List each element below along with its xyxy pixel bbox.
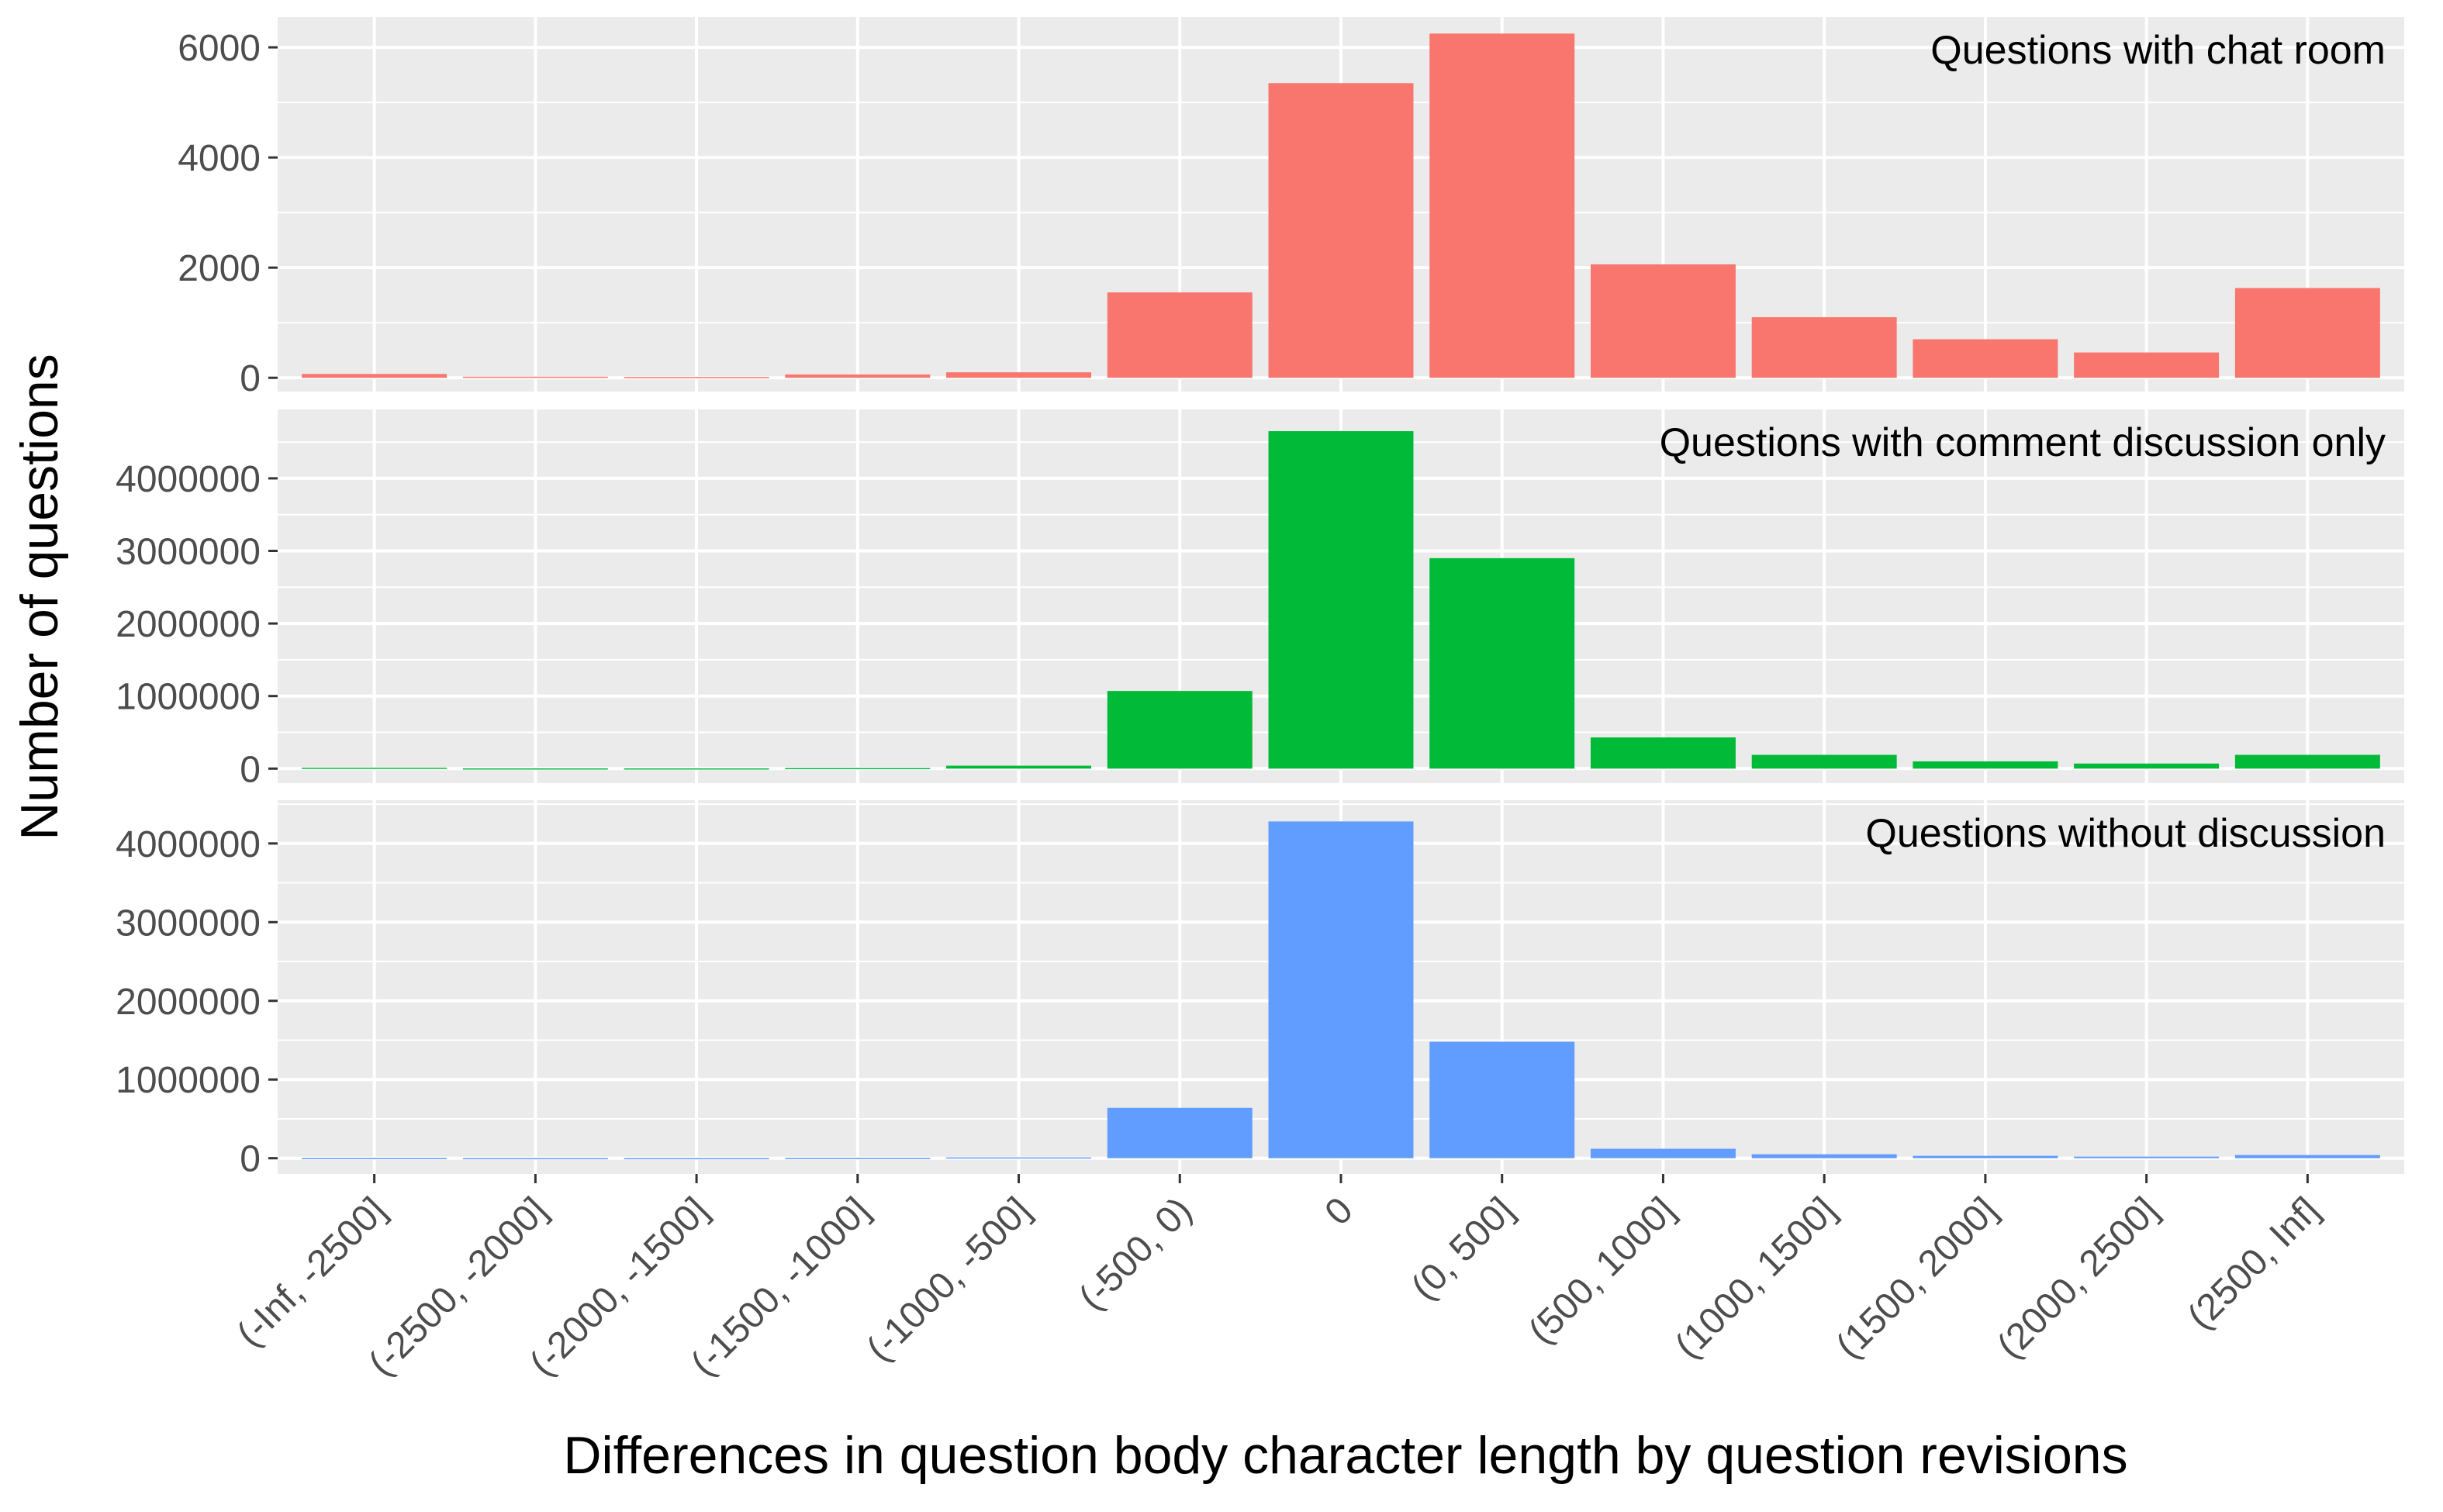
bar <box>1107 292 1253 378</box>
bar <box>2234 1155 2380 1158</box>
bar <box>302 374 447 378</box>
y-tick-label: 4000000 <box>116 824 261 865</box>
bar <box>1913 761 2058 769</box>
bar <box>1913 1155 2058 1158</box>
bar <box>462 768 608 770</box>
bar <box>1268 821 1414 1158</box>
bar <box>624 377 769 378</box>
x-tick-label: (1000, 1500] <box>1667 1189 1844 1366</box>
bar <box>302 768 447 769</box>
bar <box>302 1158 447 1160</box>
y-tick-label: 0 <box>240 749 261 790</box>
x-axis: (-Inf, -2500](-2500, -2000](-2000, -1500… <box>229 1174 2327 1384</box>
bar <box>1268 83 1414 378</box>
bar <box>946 1157 1092 1159</box>
y-tick-label: 1000000 <box>116 1060 261 1101</box>
bar <box>1590 1148 1736 1158</box>
bar <box>2074 763 2220 769</box>
y-tick-label: 1000000 <box>116 677 261 718</box>
y-tick-label: 3000000 <box>116 532 261 573</box>
bar <box>1590 737 1736 769</box>
bar <box>2074 352 2220 378</box>
bar <box>1913 339 2058 378</box>
x-tick-label: (-500, 0) <box>1071 1189 1200 1318</box>
chart-panel: 0 2000 4000 6000 Questions with chat room <box>178 17 2404 399</box>
y-axis-title: Number of questions <box>10 354 69 840</box>
x-tick-label: (0, 500] <box>1404 1189 1522 1308</box>
bar <box>624 768 769 770</box>
y-tick-label: 2000000 <box>116 604 261 645</box>
x-tick-label: (-Inf, -2500] <box>229 1189 394 1355</box>
bar <box>785 1158 931 1159</box>
x-tick-label: (-1000, -500] <box>859 1189 1039 1369</box>
chart-panels: 0 2000 4000 6000 Questions with chat room 0 10… <box>116 17 2404 1180</box>
bar <box>1429 33 1575 378</box>
bar <box>1751 754 1897 769</box>
y-tick-label: 6000 <box>178 28 261 69</box>
bar <box>785 374 931 378</box>
x-tick-label: (500, 1000] <box>1521 1189 1683 1351</box>
bar <box>2234 288 2380 378</box>
x-tick-label: (2500, Inf] <box>2180 1189 2327 1337</box>
bar <box>624 1158 769 1160</box>
y-tick-label: 0 <box>240 1139 261 1180</box>
y-tick-label: 2000000 <box>116 982 261 1023</box>
bar <box>2074 1156 2220 1158</box>
x-tick-label: (2000, 2500] <box>1989 1189 2166 1366</box>
y-tick-label: 0 <box>240 358 261 399</box>
bar <box>2234 754 2380 769</box>
bar <box>462 1158 608 1160</box>
bar <box>946 372 1092 378</box>
bar <box>1107 691 1253 769</box>
y-tick-label: 4000000 <box>116 459 261 500</box>
bar <box>1751 317 1897 378</box>
bar <box>1268 431 1414 769</box>
bar <box>1429 558 1575 769</box>
x-axis-title: Differences in question body character l… <box>563 1426 2127 1485</box>
chart-panel: 0 1000000 2000000 3000000 4000000 Questions w… <box>116 800 2404 1180</box>
x-tick-label: 0 <box>1317 1189 1360 1233</box>
panel-label: Questions with chat room <box>1930 28 2386 73</box>
chart-panel: 0 1000000 2000000 3000000 4000000 Questions w… <box>116 409 2404 790</box>
panel-label: Questions without discussion <box>1865 811 2386 856</box>
bar <box>1107 1107 1253 1158</box>
bar <box>1429 1041 1575 1158</box>
panel-label: Questions with comment discussion only <box>1660 420 2386 465</box>
y-tick-label: 2000 <box>178 248 261 289</box>
y-tick-label: 3000000 <box>116 903 261 944</box>
bar <box>1590 264 1736 378</box>
x-tick-label: (1500, 2000] <box>1829 1189 2006 1366</box>
bar <box>1751 1154 1897 1158</box>
y-tick-label: 4000 <box>178 138 261 179</box>
bar <box>785 768 931 770</box>
bar <box>462 376 608 378</box>
bar <box>946 765 1092 769</box>
